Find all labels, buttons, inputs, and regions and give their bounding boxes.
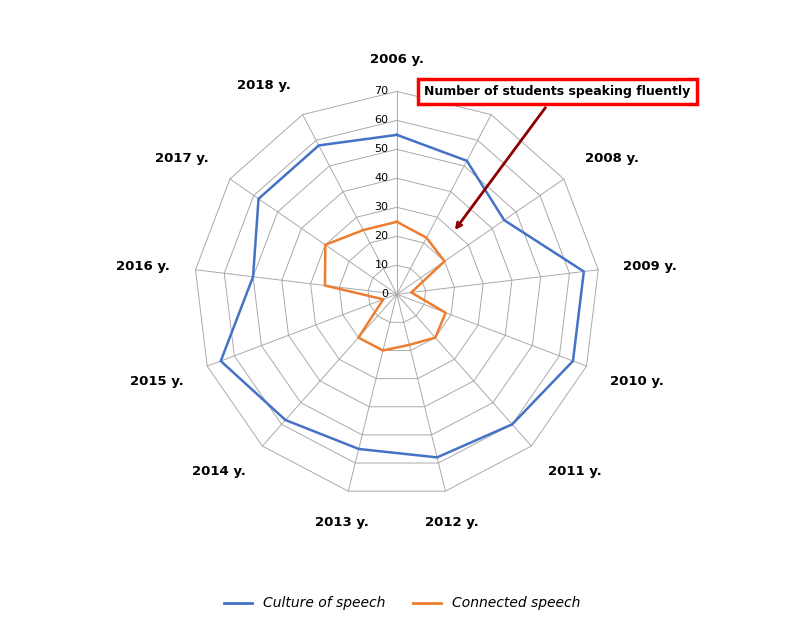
Text: 2009 y.: 2009 y.	[623, 260, 677, 273]
Text: 60: 60	[374, 115, 389, 125]
Text: 0: 0	[382, 289, 389, 299]
Text: 2016 y.: 2016 y.	[117, 260, 171, 273]
Text: 10: 10	[374, 260, 389, 270]
Text: 2017 y.: 2017 y.	[155, 151, 209, 165]
Text: 2007 y.: 2007 y.	[503, 79, 557, 92]
Text: 30: 30	[374, 202, 389, 212]
Text: 2013 y.: 2013 y.	[316, 516, 369, 529]
Text: 40: 40	[374, 173, 389, 183]
Text: 2012 y.: 2012 y.	[424, 516, 478, 529]
Text: 2010 y.: 2010 y.	[610, 375, 664, 388]
Legend: Culture of speech, Connected speech: Culture of speech, Connected speech	[219, 591, 586, 616]
Text: 70: 70	[374, 86, 389, 96]
Text: Number of students speaking fluently: Number of students speaking fluently	[424, 85, 691, 227]
Text: 2014 y.: 2014 y.	[192, 465, 246, 478]
Text: 2018 y.: 2018 y.	[237, 79, 291, 92]
Text: 2015 y.: 2015 y.	[130, 375, 184, 388]
Text: 2011 y.: 2011 y.	[548, 465, 602, 478]
Text: 50: 50	[374, 145, 389, 155]
Text: 20: 20	[374, 231, 389, 241]
Text: 2006 y.: 2006 y.	[369, 53, 424, 66]
Text: 2008 y.: 2008 y.	[584, 151, 638, 165]
